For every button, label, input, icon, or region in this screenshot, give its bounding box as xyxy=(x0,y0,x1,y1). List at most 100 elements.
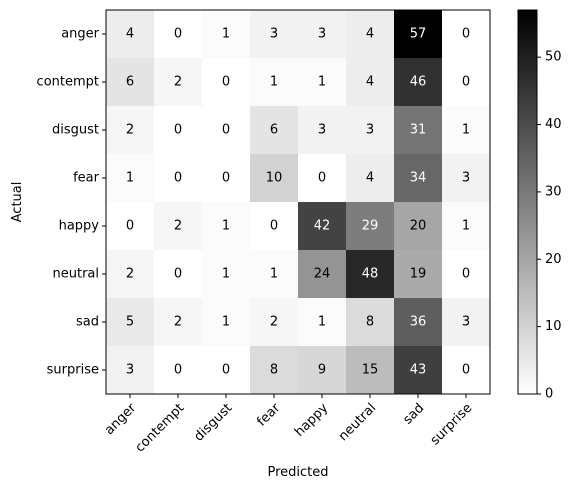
cell-value-label: 48 xyxy=(362,267,379,282)
heatmap-cell xyxy=(298,202,347,251)
cell-value-label: 15 xyxy=(362,363,379,378)
heatmap-cell xyxy=(250,58,299,107)
heatmap-cell xyxy=(202,106,251,155)
cell-value-label: 2 xyxy=(270,315,278,330)
cell-value-label: 1 xyxy=(126,171,134,186)
x-tick-label: happy xyxy=(292,400,331,439)
heatmap-cell xyxy=(106,298,155,347)
heatmap-cell xyxy=(394,250,443,299)
heatmap-cell xyxy=(298,10,347,59)
cell-value-label: 0 xyxy=(174,171,182,186)
cell-value-label: 6 xyxy=(126,75,134,90)
cell-value-label: 2 xyxy=(126,267,134,282)
cell-value-label: 10 xyxy=(266,171,283,186)
colorbar xyxy=(517,9,538,395)
cell-value-label: 20 xyxy=(410,219,427,234)
cell-value-label: 0 xyxy=(462,75,470,90)
heatmap-cell xyxy=(394,154,443,203)
x-tick-label: sad xyxy=(400,401,427,428)
heatmap-cell xyxy=(106,10,155,59)
y-tick-label: happy xyxy=(59,219,100,234)
heatmap-cell xyxy=(442,154,491,203)
cell-value-label: 42 xyxy=(314,219,331,234)
heatmap-cell xyxy=(106,106,155,155)
cell-value-label: 4 xyxy=(366,75,374,90)
heatmap-cell xyxy=(346,202,395,251)
heatmap-cell xyxy=(202,10,251,59)
heatmap-cell xyxy=(298,106,347,155)
cell-value-label: 8 xyxy=(366,315,374,330)
heatmap-cell xyxy=(346,106,395,155)
cell-value-label: 43 xyxy=(410,363,427,378)
heatmap-cell xyxy=(346,10,395,59)
cell-value-label: 3 xyxy=(318,123,326,138)
cell-value-label: 4 xyxy=(366,27,374,42)
colorbar-tick-label: 40 xyxy=(545,117,562,132)
cell-value-label: 1 xyxy=(222,219,230,234)
heatmap-cell xyxy=(298,154,347,203)
x-tick-label: anger xyxy=(102,400,140,438)
heatmap-cell xyxy=(250,298,299,347)
heatmap-cell xyxy=(394,298,443,347)
cell-value-label: 4 xyxy=(126,27,134,42)
colorbar-tick-label: 30 xyxy=(545,184,562,199)
cell-value-label: 1 xyxy=(318,75,326,90)
heatmap-cell xyxy=(106,346,155,395)
cell-value-label: 1 xyxy=(462,219,470,234)
cell-value-label: 5 xyxy=(126,315,134,330)
heatmap-cell xyxy=(442,58,491,107)
cell-value-label: 24 xyxy=(314,267,331,282)
cell-value-label: 0 xyxy=(318,171,326,186)
heatmap-cell xyxy=(346,346,395,395)
cell-value-label: 9 xyxy=(318,363,326,378)
heatmap-cell xyxy=(154,202,203,251)
cell-value-label: 0 xyxy=(174,27,182,42)
x-tick-label: disgust xyxy=(191,401,235,445)
cell-value-label: 3 xyxy=(270,27,278,42)
heatmap-cells: 4 0 1 3 3 4 57 06 2 0 1 1 4 46 02 0 0 6 3 3 31 11 0 0 10 0 4 34 30 2 1… xyxy=(106,10,491,395)
heatmap-cell xyxy=(106,58,155,107)
heatmap-cell xyxy=(202,202,251,251)
x-tick-label: neutral xyxy=(336,401,379,444)
heatmap-cell xyxy=(394,10,443,59)
cell-value-label: 8 xyxy=(270,363,278,378)
heatmap-cell xyxy=(298,250,347,299)
cell-value-label: 2 xyxy=(126,123,134,138)
cell-value-label: 3 xyxy=(462,171,470,186)
heatmap-cell xyxy=(250,250,299,299)
heatmap-cell xyxy=(298,298,347,347)
cell-value-label: 1 xyxy=(270,267,278,282)
cell-value-label: 0 xyxy=(174,267,182,282)
cell-value-label: 3 xyxy=(126,363,134,378)
cell-value-label: 0 xyxy=(126,219,134,234)
heatmap-cell xyxy=(442,10,491,59)
heatmap-cell xyxy=(442,346,491,395)
heatmap-cell xyxy=(394,106,443,155)
x-tick-label: contempt xyxy=(133,401,188,456)
heatmap-cell xyxy=(346,250,395,299)
cell-value-label: 2 xyxy=(174,219,182,234)
y-tick-label: fear xyxy=(73,171,100,186)
y-tick-label: anger xyxy=(61,27,99,42)
cell-value-label: 34 xyxy=(410,171,427,186)
heatmap-cell xyxy=(154,10,203,59)
heatmap-cell xyxy=(202,346,251,395)
heatmap-cell xyxy=(394,346,443,395)
plot-frame xyxy=(105,9,491,395)
cell-value-label: 0 xyxy=(222,75,230,90)
heatmap-cell xyxy=(442,202,491,251)
heatmap-cell xyxy=(442,106,491,155)
y-tick-label: neutral xyxy=(53,267,100,282)
cell-value-label: 0 xyxy=(462,27,470,42)
cell-value-label: 1 xyxy=(318,315,326,330)
cell-value-label: 2 xyxy=(174,75,182,90)
cell-value-label: 0 xyxy=(222,123,230,138)
heatmap-cell xyxy=(202,298,251,347)
cell-value-label: 1 xyxy=(222,27,230,42)
colorbar-ticks: 0 10 20 30 40 50 xyxy=(537,50,562,402)
heatmap-cell xyxy=(154,154,203,203)
heatmap-cell xyxy=(202,58,251,107)
cell-value-label: 0 xyxy=(270,219,278,234)
